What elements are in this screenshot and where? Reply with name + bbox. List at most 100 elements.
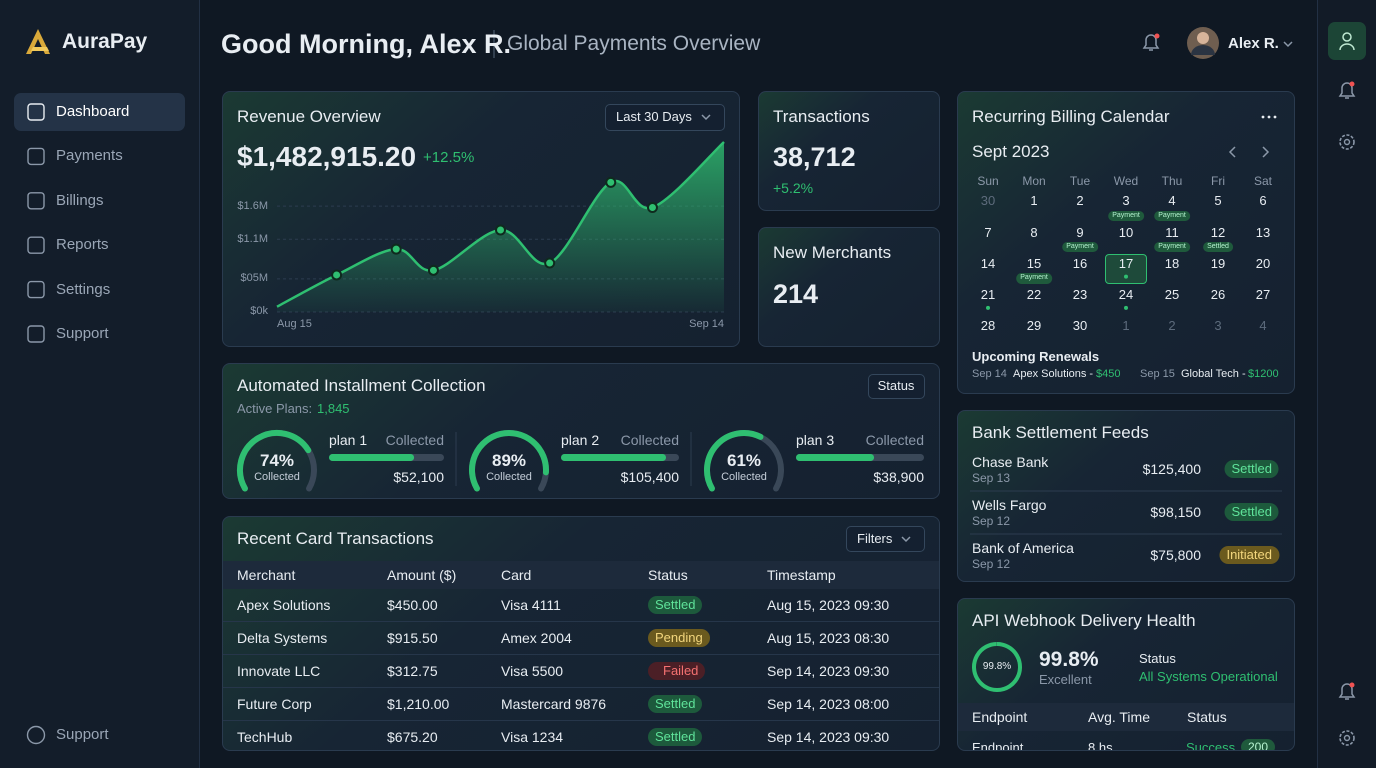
bank-date: Sep 12	[972, 556, 1011, 571]
calendar-day[interactable]: 23	[1072, 287, 1088, 303]
bank-amount: $125,400	[1142, 460, 1201, 477]
calendar-day[interactable]: 3	[1122, 193, 1130, 209]
calendar-day[interactable]: 15	[1026, 255, 1042, 271]
calendar-day[interactable]: 4	[1259, 318, 1267, 334]
weekday: Mon	[1022, 173, 1046, 188]
range-button-label[interactable]: Last 30 Days	[616, 109, 692, 125]
calendar-day[interactable]: 22	[1026, 287, 1042, 303]
rail-active[interactable]	[1328, 22, 1366, 60]
renewal-amount: $450	[1096, 368, 1121, 381]
table-cell: $312.75	[387, 662, 438, 679]
calendar-day[interactable]: 20	[1255, 255, 1271, 271]
calendar-tag: Payment	[1154, 210, 1190, 222]
calendar-tag: Payment	[1154, 242, 1190, 253]
column-header: Status	[648, 566, 688, 583]
calendar-day[interactable]: 14	[980, 255, 996, 271]
calendar-day[interactable]: 24	[1118, 287, 1134, 303]
plan-name: plan 3	[796, 431, 835, 448]
card-title: Automated Installment Collection	[237, 375, 486, 395]
calendar-day[interactable]: 9	[1076, 224, 1084, 240]
right-rail	[1317, 0, 1376, 768]
active-plans-label: Active Plans:	[237, 401, 313, 417]
nav-item[interactable]: Settings	[56, 280, 111, 298]
calendar-day[interactable]: 19	[1210, 255, 1226, 271]
renewal-name: Apex Solutions -	[1013, 368, 1094, 381]
table-cell: $675.20	[387, 728, 438, 745]
column-header: Timestamp	[767, 566, 836, 583]
calendar-day[interactable]: 8	[1030, 224, 1038, 240]
user-name[interactable]: Alex R.	[1228, 35, 1279, 52]
webhook-row-clip: Endpoint 8 hs Success 200	[958, 731, 1294, 750]
installments-card	[222, 363, 940, 499]
nav-item[interactable]: Billings	[56, 191, 104, 209]
calendar-tag: Payment	[1108, 210, 1144, 222]
greeting: Good Morning, Alex R.	[221, 28, 511, 59]
nav-item[interactable]: Payments	[56, 147, 123, 165]
calendar-day[interactable]: 26	[1210, 287, 1226, 303]
table-cell: Mastercard 9876	[501, 695, 607, 712]
calendar-day[interactable]: 16	[1072, 255, 1088, 271]
webhook-table-header	[958, 703, 1294, 731]
gauge-caption: Collected	[721, 471, 767, 484]
calendar-day[interactable]: 11	[1165, 224, 1179, 240]
calendar-day[interactable]: 6	[1259, 193, 1267, 209]
calendar-day[interactable]: 12	[1210, 224, 1226, 240]
calendar-day[interactable]: 21	[980, 287, 996, 303]
nav-footer[interactable]: Support	[56, 726, 109, 743]
active-plans-value: 1,845	[317, 401, 350, 417]
nav-item[interactable]: Dashboard	[56, 103, 130, 120]
calendar-day[interactable]: 29	[1026, 318, 1042, 334]
calendar-day[interactable]: 1	[1030, 193, 1038, 209]
calendar-day[interactable]: 30	[980, 193, 996, 209]
status-label: Status	[1139, 651, 1176, 667]
calendar-day[interactable]: 2	[1168, 318, 1176, 334]
card-title: Recent Card Transactions	[237, 528, 434, 548]
stat-change: +5.2%	[773, 179, 814, 196]
bank-amount: $98,150	[1150, 503, 1201, 520]
filters-button[interactable]	[846, 526, 925, 552]
calendar-day[interactable]: 18	[1164, 255, 1180, 271]
status-pill: Settled	[648, 728, 703, 746]
calendar-day[interactable]: 27	[1255, 287, 1271, 303]
bank-name: Bank of America	[972, 539, 1074, 556]
nav-item[interactable]: Reports	[56, 236, 109, 254]
bank-name: Chase Bank	[972, 453, 1049, 470]
ring-label: 99.8%	[982, 661, 1012, 672]
bank-date: Sep 12	[972, 513, 1011, 528]
column-header: Merchant	[237, 566, 296, 583]
calendar-day[interactable]: 7	[984, 224, 992, 240]
avatar	[1191, 45, 1215, 55]
card-title: Bank Settlement Feeds	[972, 422, 1149, 442]
calendar-day[interactable]: 5	[1214, 193, 1222, 209]
calendar-day[interactable]: 25	[1164, 287, 1180, 303]
plan-status: Collected	[385, 431, 444, 448]
calendar-day[interactable]: 1	[1122, 318, 1130, 334]
nav-item[interactable]: Support	[56, 325, 109, 342]
status-button-label[interactable]: Status	[877, 378, 915, 394]
calendar-day[interactable]: 13	[1255, 224, 1271, 240]
table-cell: Aug 15, 2023 09:30	[767, 596, 890, 613]
brand: AuraPay	[62, 30, 148, 54]
plan-amount: $38,900	[873, 468, 924, 485]
calendar-day[interactable]: 30	[1072, 318, 1088, 334]
calendar-day[interactable]: 4	[1168, 193, 1176, 209]
calendar-day[interactable]: 17	[1118, 255, 1134, 271]
health-value: 99.8%	[1039, 648, 1099, 672]
subtitle: Global Payments Overview	[507, 32, 761, 56]
plan-name: plan 1	[329, 431, 368, 448]
filters-button-label[interactable]: Filters	[857, 531, 893, 547]
bank-amount: $75,800	[1150, 546, 1201, 563]
calendar-day[interactable]: 2	[1076, 193, 1084, 209]
weekday: Sun	[977, 173, 999, 188]
calendar-day[interactable]: 10	[1118, 224, 1134, 240]
calendar-day[interactable]: 3	[1214, 318, 1222, 334]
bank-card	[957, 410, 1295, 582]
renewal-amount: $1200	[1248, 368, 1279, 381]
status-pill: 200	[1241, 738, 1276, 750]
status-button[interactable]	[868, 374, 925, 399]
renewal-date: Sep 15	[1140, 368, 1175, 381]
table-cell: Amex 2004	[501, 629, 572, 646]
table-cell: Sep 14, 2023 09:30	[767, 728, 890, 745]
calendar-day[interactable]: 28	[980, 318, 996, 334]
calendar-card	[957, 91, 1295, 394]
